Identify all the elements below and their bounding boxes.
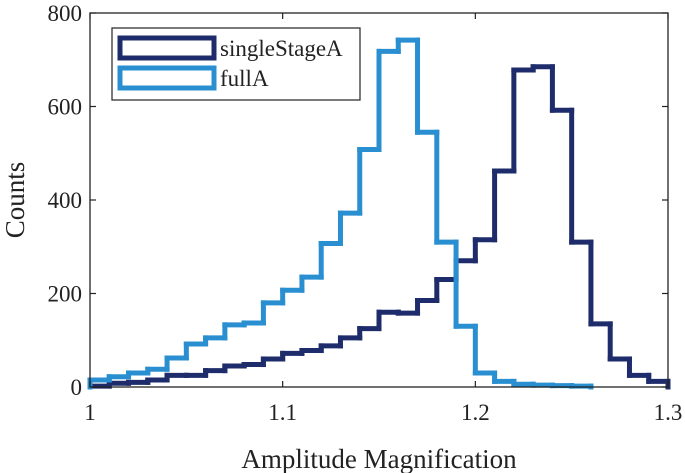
y-tick-label: 0 (71, 375, 83, 400)
x-axis-label: Amplitude Magnification (241, 444, 517, 473)
legend-swatch (117, 35, 217, 61)
legend-label: fullA (220, 66, 269, 91)
x-tick-label: 1.2 (461, 400, 490, 425)
y-tick-label: 800 (48, 1, 83, 26)
y-tick-label: 600 (48, 95, 83, 120)
legend: singleStageA fullA (111, 27, 361, 101)
x-tick-label: 1.1 (268, 400, 297, 425)
x-tick-label: 1.3 (654, 400, 683, 425)
y-axis-label: Counts (0, 162, 30, 239)
x-tick-label: 1 (84, 400, 96, 425)
series (87, 37, 594, 390)
legend-swatch (117, 65, 217, 91)
y-tick-label: 200 (48, 282, 83, 307)
y-tick-label: 400 (48, 188, 83, 213)
legend-label: singleStageA (220, 36, 343, 61)
